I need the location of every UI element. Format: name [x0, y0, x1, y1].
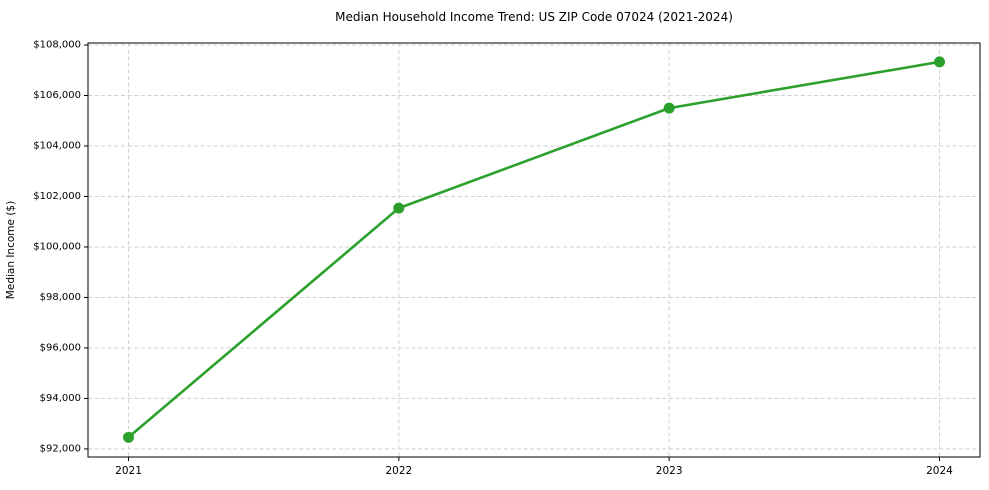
- x-tick-label: 2022: [385, 465, 412, 477]
- data-point-2021: [123, 431, 134, 443]
- y-tick-label: $102,000: [33, 191, 81, 202]
- y-tick-label: $108,000: [33, 40, 81, 51]
- trend-line: [127, 60, 941, 439]
- y-axis-label: Median Income ($): [5, 201, 17, 299]
- x-tick-label: 2023: [656, 465, 683, 477]
- data-point-2022: [393, 202, 405, 214]
- y-tick-label: $92,000: [40, 443, 81, 454]
- data-point-2023: [663, 102, 675, 114]
- data-point-2024: [934, 56, 945, 68]
- x-tick-label: 2024: [926, 465, 953, 477]
- plot-frame: [87, 42, 981, 458]
- y-tick-label: $106,000: [33, 90, 81, 101]
- y-tick-label: $104,000: [33, 140, 81, 151]
- y-tick-label: $96,000: [40, 342, 81, 353]
- y-tick-label: $100,000: [33, 241, 81, 252]
- chart-title: Median Household Income Trend: US ZIP Co…: [335, 10, 733, 24]
- gridlines: [88, 43, 980, 457]
- x-tick-label: 2021: [115, 465, 142, 477]
- y-tick-label: $94,000: [40, 393, 81, 404]
- y-tick-label: $98,000: [40, 292, 81, 303]
- axis-ticks: $92,000 $94,000 $96,000 $98,000 $100,000 $102…: [33, 40, 953, 477]
